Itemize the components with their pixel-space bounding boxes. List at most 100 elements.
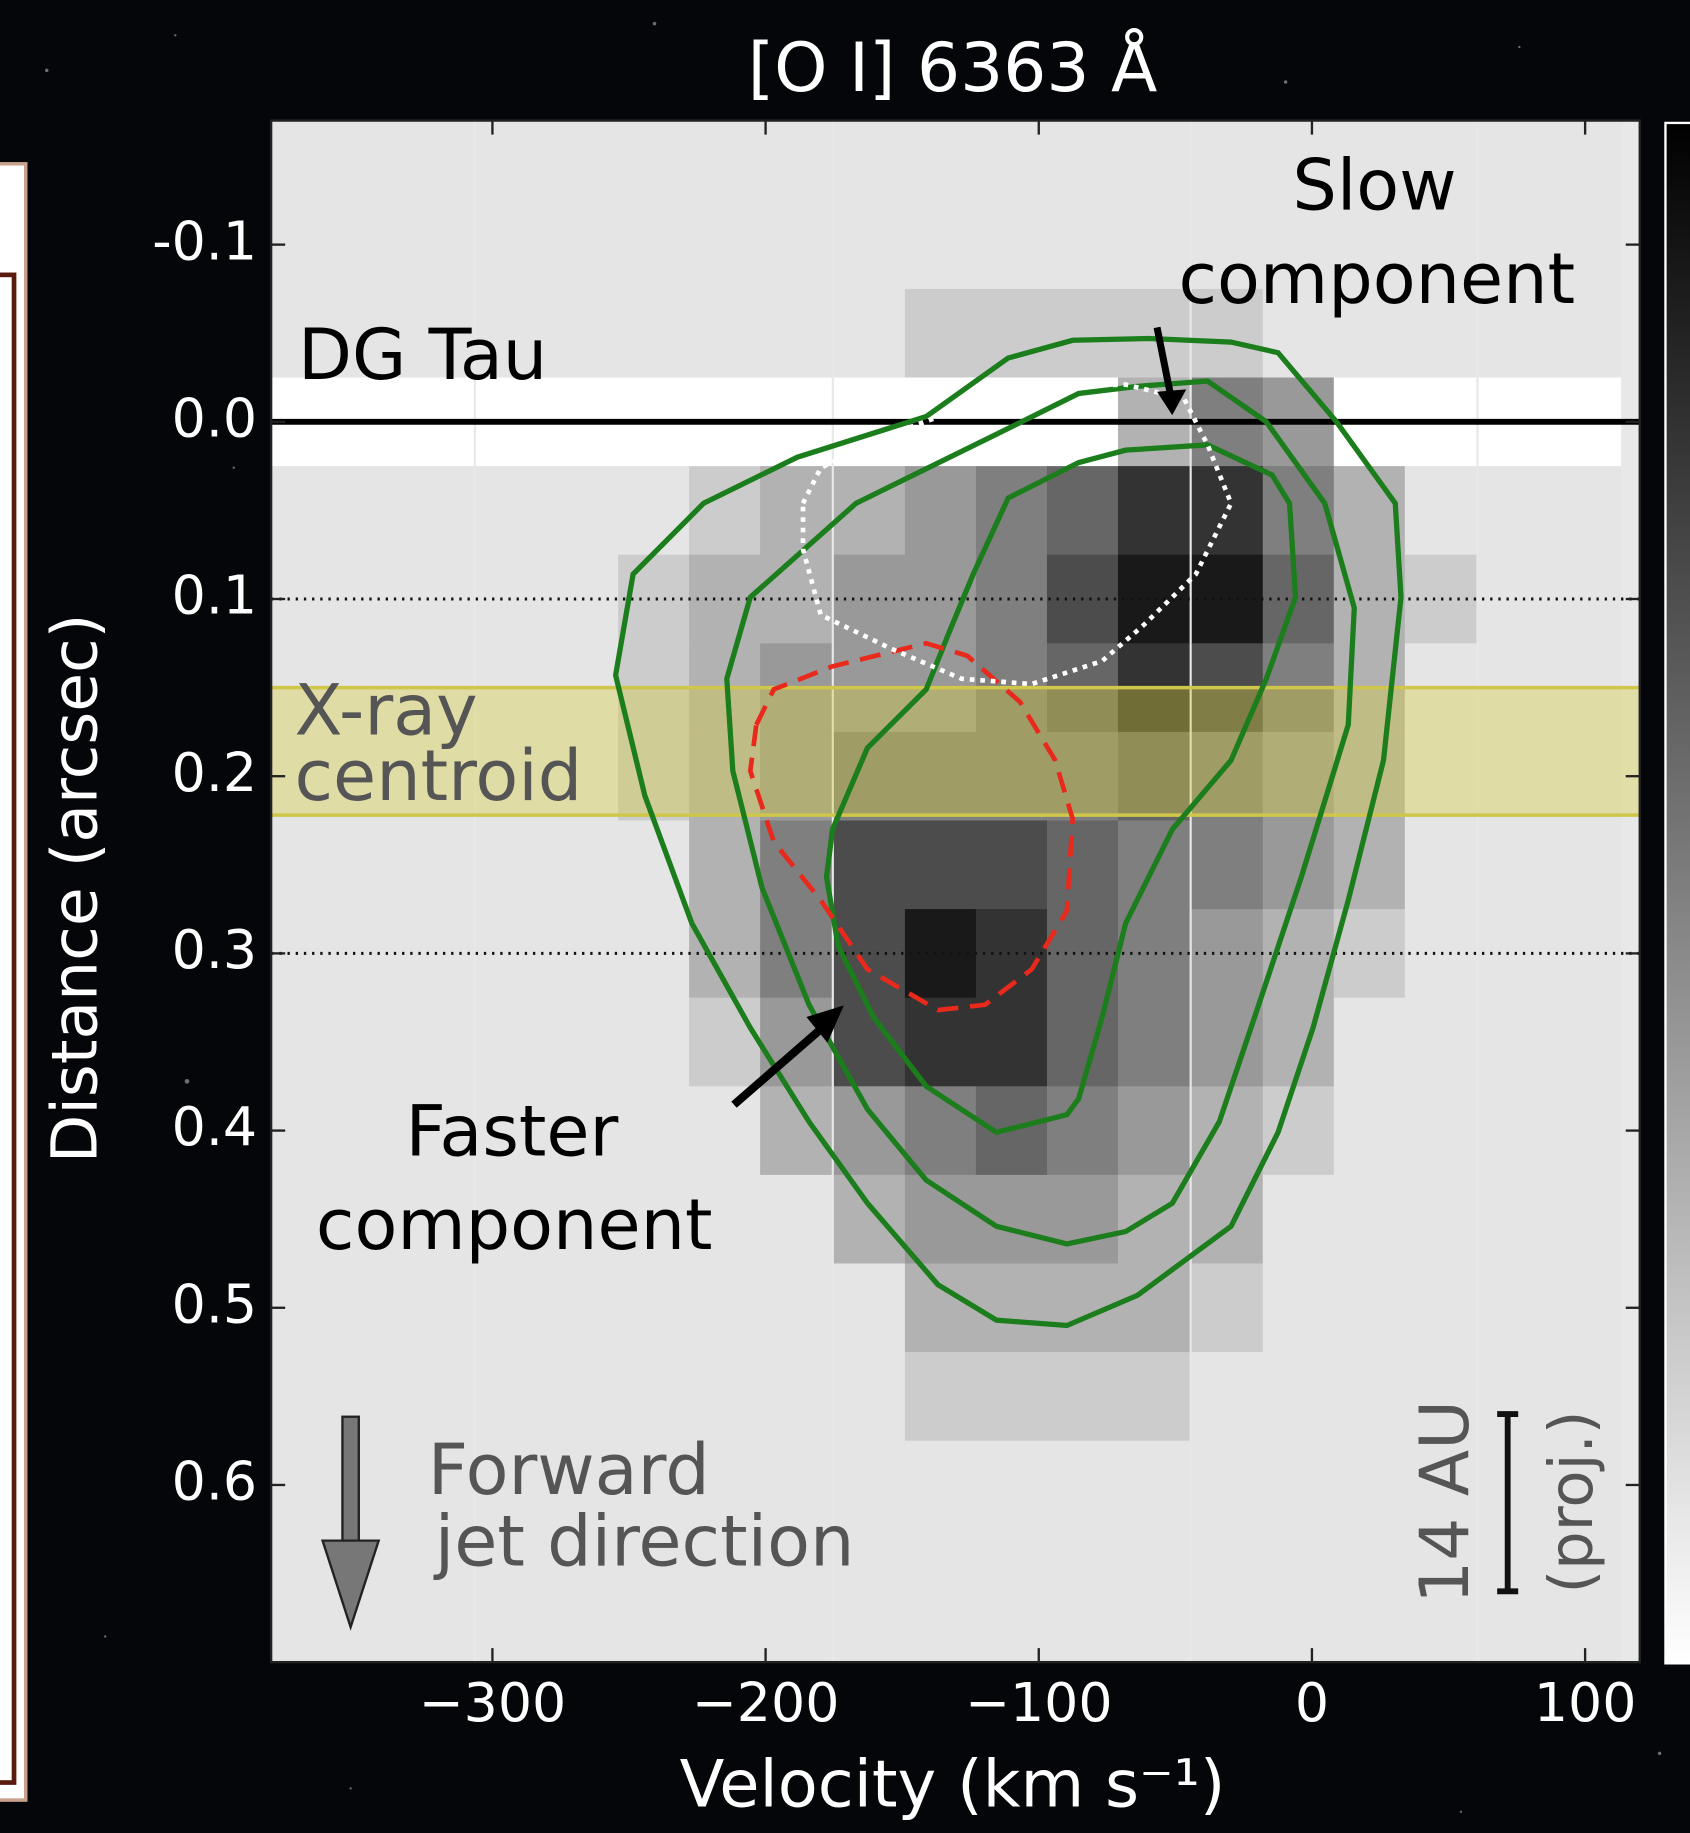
- heatmap-cell: [271, 1352, 332, 1442]
- heatmap-cell: [689, 1263, 761, 1353]
- heatmap-cell: [760, 731, 832, 822]
- heatmap-cell: [547, 200, 619, 290]
- heatmap-cell: [618, 909, 690, 999]
- annotation-xray: centroid: [295, 735, 583, 817]
- heatmap-cell: [1549, 997, 1622, 1087]
- heatmap-cell: [833, 820, 906, 910]
- heatmap-cell: [1404, 1174, 1477, 1265]
- heatmap-cell: [975, 820, 1048, 910]
- heatmap-cell: [547, 1263, 619, 1353]
- y-tick-label: -0.1: [152, 209, 257, 272]
- heatmap-cell: [271, 288, 332, 379]
- heatmap-cell: [402, 466, 474, 556]
- heatmap-cell: [1333, 1263, 1406, 1353]
- heatmap-cell: [1117, 288, 1190, 379]
- heatmap-cell: [618, 1529, 690, 1619]
- heatmap-cell: [476, 1352, 548, 1442]
- stars: [44, 21, 1662, 1813]
- heatmap-cell: [476, 1174, 548, 1265]
- heatmap-cell: [402, 1529, 474, 1619]
- y-tick-label: 0.1: [172, 564, 257, 627]
- heatmap-cell: [1046, 288, 1119, 379]
- heatmap-cell: [547, 1440, 619, 1530]
- heatmap-cell: [618, 731, 690, 822]
- heatmap-cell: [1117, 466, 1190, 556]
- heatmap-cell: [689, 731, 761, 822]
- heatmap-cell: [1549, 1086, 1622, 1176]
- heatmap-cell: [1262, 820, 1335, 910]
- heatmap-cell: [1262, 1352, 1335, 1442]
- heatmap-cell: [618, 1440, 690, 1530]
- heatmap-cell: [833, 1352, 906, 1442]
- heatmap-cell: [331, 909, 403, 999]
- heatmap-cell: [833, 200, 906, 290]
- annotation-forward: jet direction: [433, 1500, 855, 1582]
- heatmap-cell: [1333, 1352, 1406, 1442]
- heatmap-cell: [331, 554, 403, 644]
- heatmap-cell: [547, 120, 619, 201]
- heatmap-cell: [1046, 1529, 1119, 1619]
- heatmap-cell: [1262, 288, 1335, 379]
- heatmap-cell: [904, 820, 977, 910]
- heatmap-cell: [833, 1529, 906, 1619]
- heatmap-cell: [689, 288, 761, 379]
- heatmap-cell: [904, 1529, 977, 1619]
- heatmap-cell: [1191, 466, 1264, 556]
- heatmap-cell: [1046, 466, 1119, 556]
- heatmap-cell: [402, 1352, 474, 1442]
- heatmap-cell: [1117, 909, 1190, 999]
- heatmap-cell: [760, 1617, 832, 1663]
- heatmap-cell: [547, 466, 619, 556]
- annotation-scale: (proj.): [1537, 1411, 1607, 1594]
- heatmap-cell: [1404, 466, 1477, 556]
- heatmap-cell: [760, 1440, 832, 1530]
- heatmap-cell: [1333, 200, 1406, 290]
- heatmap-cell: [1117, 554, 1190, 644]
- heatmap-cell: [1404, 1617, 1477, 1663]
- heatmap-cell: [1333, 1440, 1406, 1530]
- heatmap-cell: [1549, 1174, 1622, 1265]
- contour: [724, 378, 1357, 1247]
- y-tick-label: 0.2: [172, 741, 257, 804]
- y-tick-label: 0.0: [172, 386, 257, 449]
- heatmap-cell: [476, 288, 548, 379]
- plot-frame: [269, 119, 1641, 1664]
- heatmap-cell: [689, 200, 761, 290]
- heatmap-cell: [1046, 1174, 1119, 1265]
- heatmap-cell: [975, 1352, 1048, 1442]
- heatmap-cell: [975, 120, 1048, 201]
- heatmap-cell: [618, 1352, 690, 1442]
- heatmap-cell: [975, 1440, 1048, 1530]
- heatmap-cell: [1046, 120, 1119, 201]
- heatmap-cell: [331, 1263, 403, 1353]
- heatmap-cell: [618, 200, 690, 290]
- heatmap-cell: [1191, 200, 1264, 290]
- heatmap-cell: [1046, 1440, 1119, 1530]
- heatmap-cell: [476, 909, 548, 999]
- heatmap-cell: [689, 1529, 761, 1619]
- heatmap-cell: [547, 820, 619, 910]
- heatmap-cell: [1046, 1086, 1119, 1176]
- heatmap-cell: [1404, 997, 1477, 1087]
- heatmap-cell: [1549, 466, 1622, 556]
- heatmap-cell: [402, 200, 474, 290]
- heatmap-cell: [1262, 1263, 1335, 1353]
- heatmap-cell: [1549, 1529, 1622, 1619]
- annotation-xray: X-ray: [295, 670, 478, 752]
- xray-band: [271, 687, 1640, 816]
- heatmap-cell: [1404, 1352, 1477, 1442]
- heatmap-cell: [1478, 820, 1551, 910]
- heatmap-cell: [1117, 1086, 1190, 1176]
- heatmap-cell: [402, 909, 474, 999]
- heatmap-cell: [1404, 1086, 1477, 1176]
- heatmap-cell: [975, 554, 1048, 644]
- heatmap-cell: [760, 1174, 832, 1265]
- heatmap-cell: [1404, 200, 1477, 290]
- arrows: [320, 326, 1187, 1631]
- heatmap-cell: [1117, 1352, 1190, 1442]
- heatmap-cell: [1191, 1440, 1264, 1530]
- heatmap-cell: [1404, 820, 1477, 910]
- heatmap-cell: [1262, 1086, 1335, 1176]
- heatmap-cell: [547, 1617, 619, 1663]
- heatmap-cell: [1549, 909, 1622, 999]
